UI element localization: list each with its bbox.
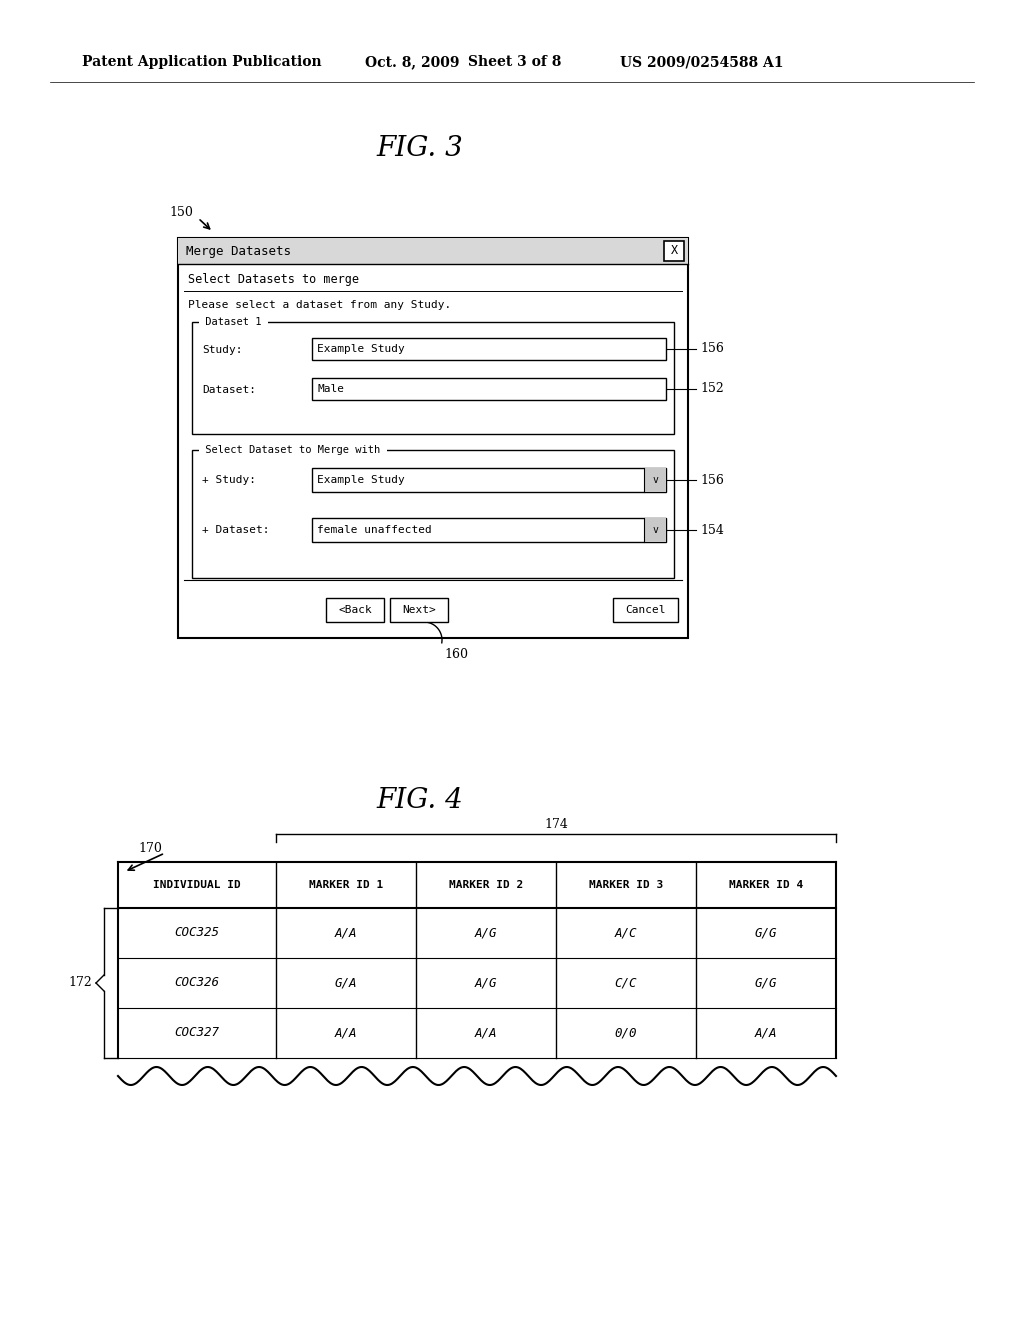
Bar	[193, 450, 674, 578]
Bar	[644, 517, 666, 543]
Bar	[193, 322, 674, 434]
Bar	[312, 517, 666, 543]
Text: 0/0: 0/0	[614, 1027, 637, 1040]
Text: A/A: A/A	[475, 1027, 498, 1040]
Text: US 2009/0254588 A1: US 2009/0254588 A1	[620, 55, 783, 69]
Text: G/G: G/G	[755, 977, 777, 990]
Text: G/A: G/A	[335, 977, 357, 990]
Text: MARKER ID 3: MARKER ID 3	[589, 880, 664, 890]
Text: INDIVIDUAL ID: INDIVIDUAL ID	[154, 880, 241, 890]
Text: Select Datasets to merge: Select Datasets to merge	[188, 273, 359, 286]
Text: Dataset 1: Dataset 1	[199, 317, 267, 327]
Text: 172: 172	[69, 977, 92, 990]
Bar	[312, 338, 666, 360]
Text: 156: 156	[700, 474, 724, 487]
Text: Example Study: Example Study	[317, 475, 404, 484]
Text: C/C: C/C	[614, 977, 637, 990]
Text: 174: 174	[544, 817, 568, 830]
Text: MARKER ID 2: MARKER ID 2	[449, 880, 523, 890]
Bar	[664, 242, 684, 261]
Text: FIG. 4: FIG. 4	[377, 787, 464, 813]
Text: Dataset:: Dataset:	[202, 385, 256, 395]
Text: Male: Male	[317, 384, 344, 393]
Text: X: X	[671, 244, 678, 257]
Text: v: v	[652, 475, 658, 484]
Bar	[178, 238, 688, 264]
Bar	[613, 598, 678, 622]
Text: + Study:: + Study:	[202, 475, 256, 484]
Text: FIG. 3: FIG. 3	[377, 135, 464, 161]
Text: A/A: A/A	[335, 1027, 357, 1040]
Text: v: v	[652, 525, 658, 535]
Text: Patent Application Publication: Patent Application Publication	[82, 55, 322, 69]
Text: Next>: Next>	[402, 605, 436, 615]
Text: 170: 170	[138, 842, 162, 854]
Text: MARKER ID 4: MARKER ID 4	[729, 880, 803, 890]
Text: Example Study: Example Study	[317, 345, 404, 354]
Text: 154: 154	[700, 524, 724, 536]
Text: Oct. 8, 2009: Oct. 8, 2009	[365, 55, 460, 69]
Text: Sheet 3 of 8: Sheet 3 of 8	[468, 55, 561, 69]
Text: Please select a dataset from any Study.: Please select a dataset from any Study.	[188, 300, 452, 310]
Text: A/C: A/C	[614, 927, 637, 940]
Text: Merge Datasets: Merge Datasets	[186, 244, 291, 257]
Text: 152: 152	[700, 383, 724, 396]
Text: 160: 160	[444, 648, 469, 661]
Text: Cancel: Cancel	[626, 605, 666, 615]
Text: COC325: COC325	[174, 927, 219, 940]
Text: + Dataset:: + Dataset:	[202, 525, 269, 535]
Bar	[178, 238, 688, 638]
Text: G/G: G/G	[755, 927, 777, 940]
Text: Study:: Study:	[202, 345, 243, 355]
Bar	[326, 598, 384, 622]
Text: 150: 150	[169, 206, 193, 219]
Text: COC326: COC326	[174, 977, 219, 990]
Text: A/G: A/G	[475, 977, 498, 990]
Text: COC327: COC327	[174, 1027, 219, 1040]
Bar	[644, 469, 666, 492]
Bar	[312, 469, 666, 492]
Bar	[312, 378, 666, 400]
Text: A/A: A/A	[335, 927, 357, 940]
Text: 156: 156	[700, 342, 724, 355]
Text: MARKER ID 1: MARKER ID 1	[309, 880, 383, 890]
Text: A/G: A/G	[475, 927, 498, 940]
Bar	[390, 598, 449, 622]
Text: A/A: A/A	[755, 1027, 777, 1040]
Text: female unaffected: female unaffected	[317, 525, 432, 535]
Text: <Back: <Back	[338, 605, 372, 615]
Text: Select Dataset to Merge with: Select Dataset to Merge with	[199, 445, 386, 455]
